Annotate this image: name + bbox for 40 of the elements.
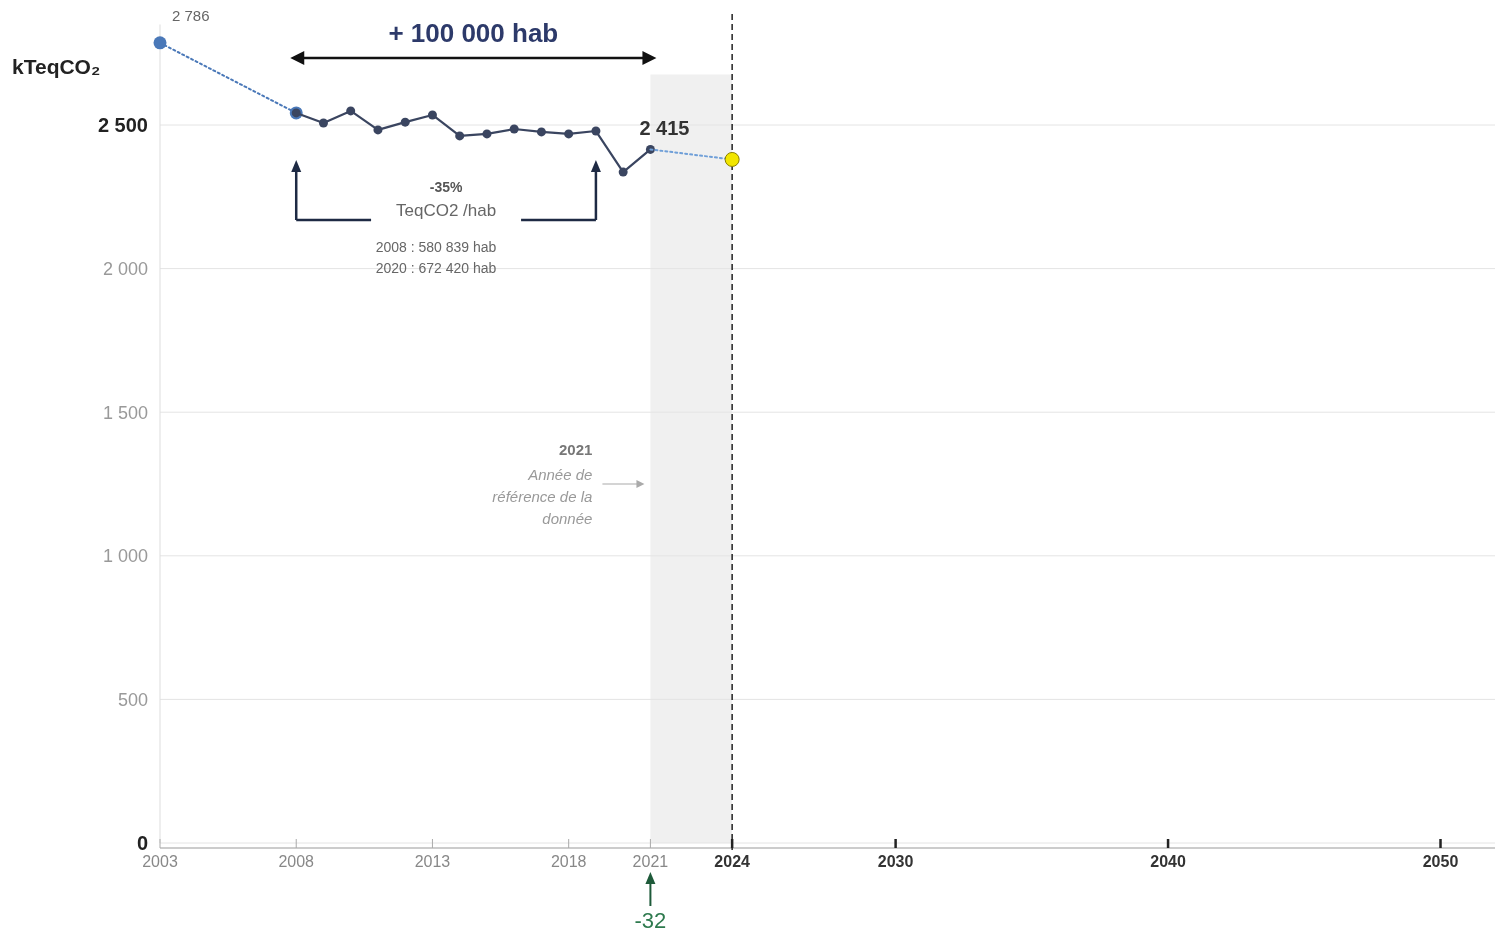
text: -32: [634, 908, 667, 933]
x-tick-label: 2008: [278, 853, 315, 870]
point: [400, 117, 410, 127]
point: [564, 129, 574, 139]
point: [536, 127, 546, 137]
x-tick-label: 2050: [1422, 853, 1459, 870]
x-tick-label: 2003: [142, 853, 178, 870]
x-tick-label: 2024: [714, 853, 751, 870]
y-tick-label: 1 500: [102, 402, 148, 423]
point: [455, 131, 465, 141]
point: [427, 110, 437, 120]
point: [318, 118, 328, 128]
data-label: 2 415: [639, 117, 690, 140]
x-tick-label: 2030: [877, 853, 914, 870]
point: [509, 124, 519, 134]
annotation: TeqCO2 /hab: [395, 201, 497, 220]
annotation: 2008 : 580 839 hab: [375, 239, 497, 255]
point: [346, 106, 356, 116]
x-tick-label: 2040: [1150, 853, 1186, 870]
annotation: -35%: [429, 179, 463, 195]
point: [724, 151, 740, 167]
y-axis-title: kTeqCO₂: [12, 55, 101, 79]
annotation: Année de référence de la donnée: [492, 466, 593, 527]
point: [618, 167, 628, 177]
annotation: 2021: [559, 441, 593, 458]
y-tick-label: 1 000: [102, 546, 148, 567]
y-tick-label: 0: [136, 832, 148, 854]
y-tick-label: 2 500: [97, 114, 148, 136]
point: [373, 125, 383, 135]
data-label: 2 786: [172, 6, 210, 24]
point: [591, 126, 601, 136]
x-tick-label: 2013: [414, 853, 451, 870]
annotation: + 100 000 hab: [388, 18, 559, 48]
point: [482, 129, 492, 139]
point: [153, 36, 167, 50]
annotation: 2020 : 672 420 hab: [375, 260, 497, 276]
x-tick-label: 2018: [550, 853, 587, 870]
x-tick-label: 2021: [632, 853, 669, 870]
y-tick-label: 2 000: [102, 258, 148, 279]
y-tick-label: 500: [117, 689, 148, 710]
